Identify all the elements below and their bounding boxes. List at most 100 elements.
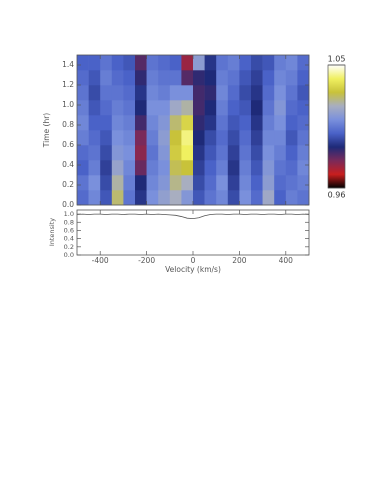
- heatmap-cell: [135, 115, 147, 131]
- heatmap-cell: [88, 70, 101, 86]
- heatmap-cell: [193, 160, 205, 176]
- heatmap-cell: [123, 175, 136, 191]
- heatmap-cell: [135, 70, 147, 86]
- heatmap-cell: [227, 115, 240, 131]
- heatmap-cell: [297, 160, 310, 176]
- heatmap-cell: [77, 115, 89, 131]
- heatmap-cell: [227, 160, 240, 176]
- y-axis-title: Intensity: [48, 218, 56, 246]
- heatmap-cell: [181, 175, 194, 191]
- heatmap-cell: [227, 175, 240, 191]
- heatmap-cell: [227, 130, 240, 146]
- heatmap-cell: [274, 115, 287, 131]
- x-axis-title: Velocity (km/s): [165, 265, 221, 274]
- heatmap-cell: [123, 70, 136, 86]
- heatmap-cell: [135, 190, 147, 206]
- heatmap-cell: [274, 175, 287, 191]
- heatmap-cell: [204, 160, 217, 176]
- heatmap-cell: [146, 100, 159, 116]
- heatmap-cell: [111, 85, 124, 101]
- heatmap-cell: [216, 145, 229, 161]
- heatmap-cell: [77, 55, 89, 71]
- heatmap-cell: [146, 85, 159, 101]
- heatmap-cell: [204, 70, 217, 86]
- heatmap-cell: [88, 190, 101, 206]
- y-tick-label: 0.0: [64, 251, 74, 259]
- heatmap-cell: [193, 100, 205, 116]
- heatmap-cell: [111, 70, 124, 86]
- heatmap-cell: [193, 145, 205, 161]
- heatmap-cell: [274, 190, 287, 206]
- heatmap-cell: [227, 190, 240, 206]
- heatmap-cell: [216, 160, 229, 176]
- heatmap-cell: [158, 145, 171, 161]
- y-tick-label: 0.8: [64, 218, 74, 226]
- x-tick-label: -200: [138, 256, 155, 265]
- heatmap-cell: [262, 85, 275, 101]
- plot-frame: [76, 209, 310, 256]
- heatmap-cell: [111, 175, 124, 191]
- heatmap-cell: [216, 175, 229, 191]
- heatmap-cell: [285, 85, 298, 101]
- colorbar-tick-label: 0.96: [328, 191, 346, 200]
- heatmap-cell: [204, 130, 217, 146]
- heatmap-cell: [88, 100, 101, 116]
- heatmap-cell: [146, 190, 159, 206]
- heatmap-cell: [123, 55, 136, 71]
- heatmap-cell: [77, 130, 89, 146]
- heatmap-cell: [251, 70, 263, 86]
- heatmap-cell: [262, 130, 275, 146]
- heatmap-cell: [297, 130, 310, 146]
- heatmap-cell: [274, 145, 287, 161]
- heatmap-cell: [227, 100, 240, 116]
- y-tick-label: 0.6: [62, 140, 74, 149]
- heatmap-cell: [251, 145, 263, 161]
- heatmap-cell: [169, 100, 182, 116]
- heatmap-cell: [123, 130, 136, 146]
- heatmap-cell: [135, 175, 147, 191]
- heatmap-cell: [88, 55, 101, 71]
- heatmap-cell: [100, 115, 113, 131]
- heatmap-cell: [169, 175, 182, 191]
- heatmap-cell: [285, 190, 298, 206]
- heatmap-cell: [285, 130, 298, 146]
- heatmap-cell: [239, 55, 252, 71]
- heatmap-cell: [193, 70, 205, 86]
- heatmap-cell: [297, 55, 310, 71]
- heatmap-cell: [274, 100, 287, 116]
- heatmap-cell: [285, 115, 298, 131]
- heatmap-cell: [111, 145, 124, 161]
- heatmap-cell: [274, 130, 287, 146]
- heatmap-cell: [146, 115, 159, 131]
- heatmap-cell: [285, 100, 298, 116]
- heatmap-cell: [158, 55, 171, 71]
- heatmap-cell: [297, 175, 310, 191]
- heatmap-cell: [146, 55, 159, 71]
- heatmap-cell: [100, 55, 113, 71]
- heatmap-cell: [297, 85, 310, 101]
- heatmap-cell: [135, 85, 147, 101]
- y-axis-title: Time (hr): [42, 113, 51, 149]
- x-tick-label: -400: [92, 256, 109, 265]
- heatmap-cell: [123, 190, 136, 206]
- heatmap-cell: [146, 175, 159, 191]
- heatmap-cell: [216, 55, 229, 71]
- heatmap-cell: [111, 160, 124, 176]
- heatmap-cell: [146, 145, 159, 161]
- heatmap-cell: [158, 100, 171, 116]
- heatmap-cell: [251, 100, 263, 116]
- heatmap-cell: [239, 130, 252, 146]
- heatmap-cell: [251, 115, 263, 131]
- heatmap-cell: [88, 130, 101, 146]
- heatmap-cell: [169, 70, 182, 86]
- heatmap-cell: [193, 115, 205, 131]
- heatmap-cell: [169, 160, 182, 176]
- heatmap-cell: [251, 85, 263, 101]
- heatmap-cell: [251, 55, 263, 71]
- heatmap-cell: [169, 145, 182, 161]
- heatmap-cell: [285, 55, 298, 71]
- heatmap-cell: [262, 115, 275, 131]
- heatmap-cell: [297, 115, 310, 131]
- heatmap-cell: [169, 115, 182, 131]
